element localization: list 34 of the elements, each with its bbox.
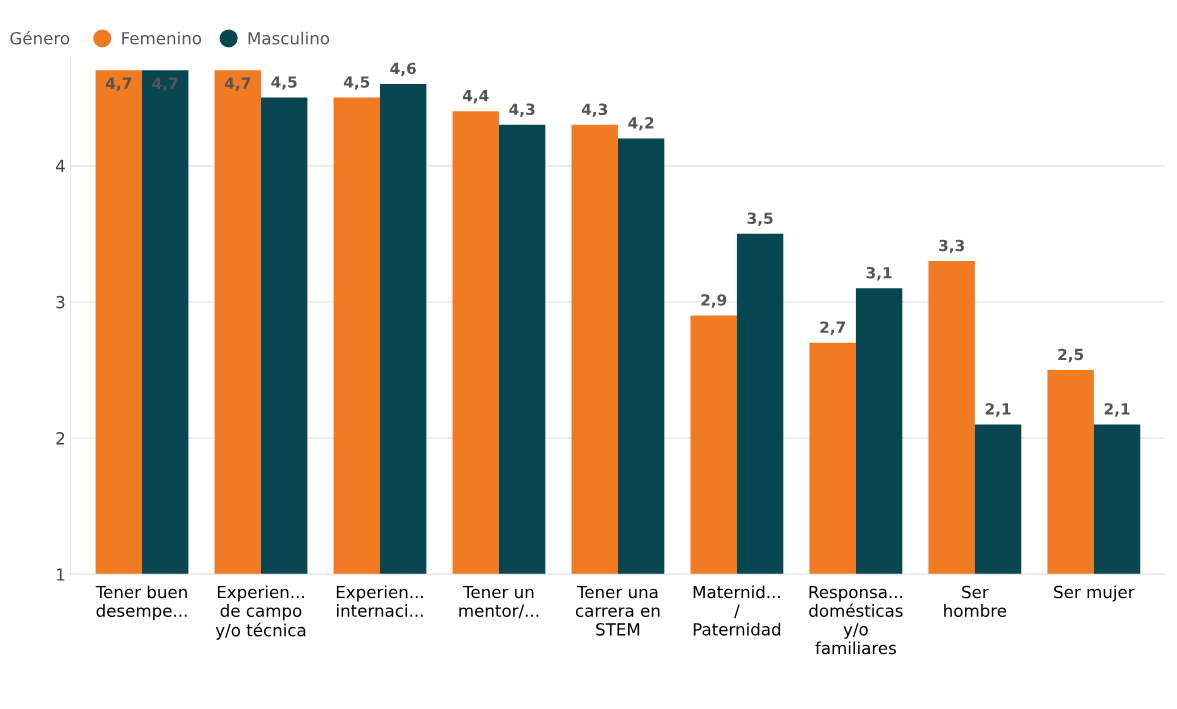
x-tick-label: Experien... internaci... — [336, 585, 423, 617]
x-tick-label: Responsa... domésticas y/o familiares — [809, 585, 903, 655]
legend-label: Femenino — [122, 31, 202, 45]
data-label: 4,7 — [152, 77, 178, 91]
legend-label: Masculino — [248, 31, 330, 45]
data-label: 2,5 — [1058, 348, 1084, 363]
x-tick-label: Experien... de campo y/o técnica — [215, 585, 306, 640]
x-tick-label: Maternid... / Paternidad — [693, 585, 781, 636]
x-tick-label: Tener una carrera en STEM — [575, 585, 660, 636]
data-label: 3,3 — [939, 239, 964, 254]
data-label: 4,5 — [271, 76, 297, 90]
x-tick-label: Tener un mentor/... — [459, 585, 539, 619]
data-label: 4,6 — [390, 62, 416, 77]
data-label: 3,5 — [747, 212, 773, 226]
y-tick-label: 4 — [55, 159, 65, 173]
data-label: 3,1 — [866, 266, 892, 281]
x-tick-label: Ser hombre — [944, 585, 1007, 617]
data-label: 4,3 — [581, 103, 608, 117]
data-label: 4,4 — [462, 90, 489, 104]
data-label: 4,7 — [105, 77, 132, 91]
legend-title: Género — [10, 30, 70, 45]
data-label: 4,3 — [509, 103, 535, 117]
y-tick-label: 2 — [56, 432, 65, 445]
y-tick-label: 1 — [56, 568, 65, 581]
data-label: 4,5 — [343, 76, 370, 90]
x-tick-label: Ser mujer — [1054, 585, 1135, 602]
data-label: 2,7 — [820, 321, 845, 335]
x-tick-label: Tener buen desempe... — [95, 585, 187, 621]
data-label: 2,1 — [1104, 403, 1130, 417]
y-tick-label: 3 — [56, 295, 65, 309]
data-label: 4,2 — [628, 117, 654, 131]
data-label: 2,1 — [985, 403, 1011, 417]
data-label: 2,9 — [701, 294, 727, 308]
data-label: 4,7 — [224, 77, 251, 91]
